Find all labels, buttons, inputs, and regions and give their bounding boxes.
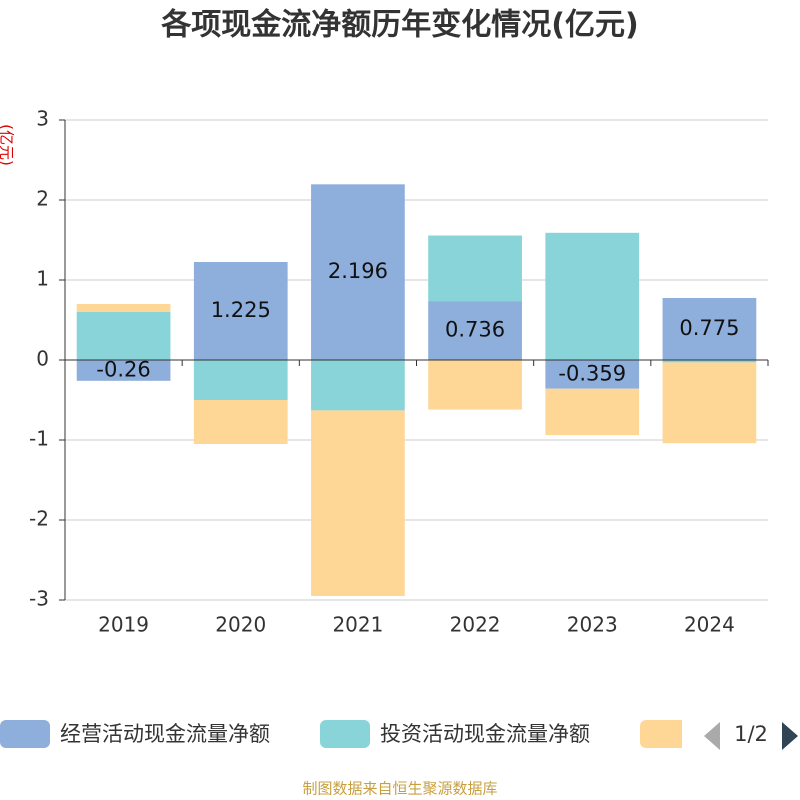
- bar: [76, 312, 171, 360]
- y-tick-label: -3: [29, 587, 49, 611]
- bar: [428, 301, 522, 360]
- bar: [545, 388, 640, 436]
- x-tick-label: 2021: [332, 613, 383, 637]
- bar: [311, 410, 405, 596]
- bar: [662, 298, 757, 360]
- bar: [193, 400, 288, 444]
- legend-page: 1/2: [734, 722, 768, 746]
- bar: [428, 360, 522, 410]
- bar: [545, 232, 640, 360]
- legend-swatch: [320, 720, 370, 748]
- y-tick-label: -1: [29, 427, 49, 451]
- legend-label: 投资活动现金流量净额: [380, 722, 590, 746]
- data-label: 0.775: [679, 316, 739, 340]
- x-tick-label: 2024: [684, 613, 735, 637]
- bar: [193, 262, 288, 360]
- bar: [76, 360, 171, 381]
- bar: [428, 235, 522, 302]
- legend-swatch: [640, 720, 690, 748]
- bar: [76, 304, 171, 312]
- y-tick-label: -2: [29, 507, 49, 531]
- legend-prev: [704, 722, 720, 750]
- x-tick-label: 2019: [98, 613, 149, 637]
- bar: [193, 360, 288, 400]
- data-label: -0.26: [96, 357, 150, 381]
- bar: [311, 360, 405, 411]
- legend-swatch: [0, 720, 50, 748]
- bar: [311, 184, 405, 360]
- data-label: 0.736: [445, 318, 505, 342]
- data-label: -0.359: [558, 361, 626, 385]
- data-label: 2.196: [328, 259, 388, 283]
- bar: [662, 360, 757, 363]
- bar: [662, 362, 757, 444]
- legend-next[interactable]: [782, 722, 798, 750]
- legend-label: 经营活动现金流量净额: [60, 722, 270, 746]
- y-tick-label: 1: [36, 267, 49, 291]
- y-tick-label: 0: [36, 347, 49, 371]
- source-note: 制图数据来自恒生聚源数据库: [302, 780, 497, 798]
- x-tick-label: 2023: [567, 613, 618, 637]
- x-tick-label: 2022: [450, 613, 501, 637]
- bar: [545, 360, 640, 389]
- y-axis-label: (亿元): [0, 124, 16, 166]
- y-tick-label: 3: [36, 107, 49, 131]
- chart-title: 各项现金流净额历年变化情况(亿元): [160, 8, 638, 43]
- legend-mask: [682, 715, 800, 755]
- y-tick-label: 2: [36, 187, 49, 211]
- data-label: 1.225: [211, 298, 271, 322]
- x-tick-label: 2020: [215, 613, 266, 637]
